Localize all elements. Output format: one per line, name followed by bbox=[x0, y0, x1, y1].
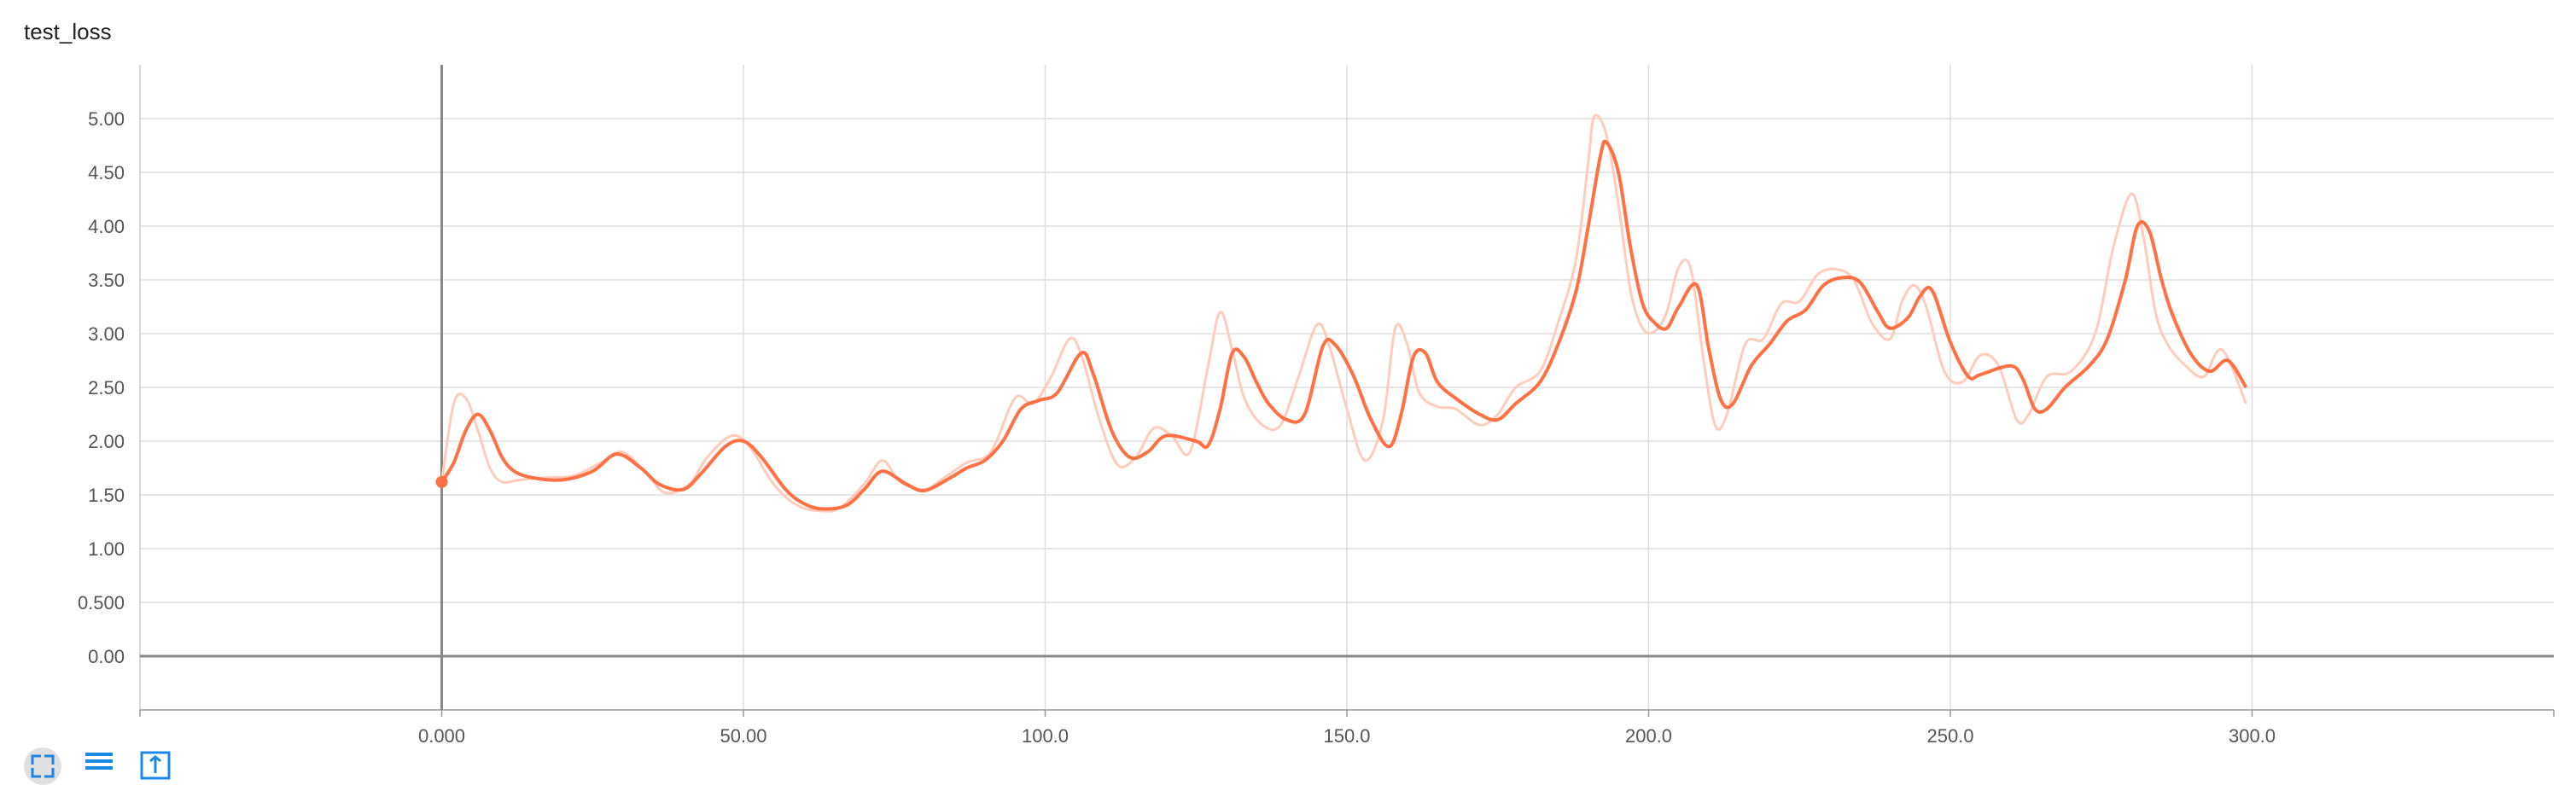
y-tick-label: 2.00 bbox=[88, 431, 125, 452]
x-tick-label: 200.0 bbox=[1625, 725, 1672, 747]
y-tick-label: 3.00 bbox=[88, 323, 125, 345]
y-axis-ticks: 0.00 0.500 1.00 1.50 2.00 2.50 3.00 3.50 4.00 4.5… bbox=[78, 108, 125, 667]
y-tick-label: 2.50 bbox=[88, 377, 125, 398]
x-tick-label: 0.000 bbox=[418, 725, 465, 747]
x-tick-label: 300.0 bbox=[2229, 725, 2276, 747]
start-point-marker bbox=[435, 475, 448, 488]
y-tick-label: 5.00 bbox=[88, 108, 125, 130]
series bbox=[435, 113, 2248, 513]
fit-domain-button[interactable] bbox=[137, 747, 174, 785]
y-tick-label: 3.50 bbox=[88, 270, 125, 291]
axes bbox=[139, 65, 2555, 717]
chart-toolbar bbox=[24, 747, 174, 785]
x-tick-label: 250.0 bbox=[1926, 725, 1973, 747]
grid bbox=[140, 65, 2554, 710]
expand-button[interactable] bbox=[24, 747, 61, 785]
y-tick-label: 1.50 bbox=[88, 485, 125, 506]
y-tick-label: 4.00 bbox=[88, 216, 125, 237]
list-icon bbox=[85, 753, 113, 770]
x-axis-ticks: 0.000 50.00 100.0 150.0 200.0 250.0 300.0 bbox=[418, 710, 2276, 747]
chart-title: test_loss bbox=[24, 19, 112, 44]
fit-icon bbox=[140, 751, 171, 780]
y-tick-label: 0.00 bbox=[88, 646, 125, 667]
y-tick-label: 4.50 bbox=[88, 162, 125, 183]
raw-series-line bbox=[440, 113, 2247, 513]
smoothed-series-line bbox=[440, 139, 2248, 511]
x-tick-label: 150.0 bbox=[1323, 725, 1370, 747]
toggle-log-button[interactable] bbox=[80, 747, 118, 785]
y-tick-label: 1.00 bbox=[88, 538, 125, 560]
y-tick-label: 0.500 bbox=[78, 592, 125, 613]
x-tick-label: 100.0 bbox=[1022, 725, 1069, 747]
expand-icon bbox=[31, 754, 55, 778]
x-tick-label: 50.00 bbox=[720, 725, 766, 747]
